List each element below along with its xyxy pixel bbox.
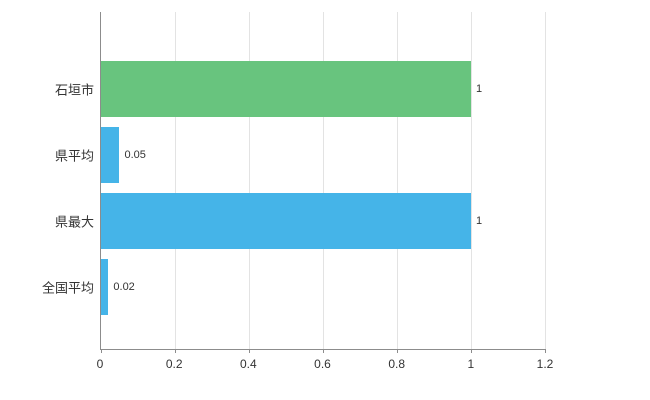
- x-axis-tick: [101, 349, 102, 353]
- bar-value-label: 1: [476, 83, 483, 95]
- x-axis-tick: [471, 349, 472, 353]
- x-axis-tick-label: 0.8: [388, 357, 405, 371]
- category-label: 県平均: [54, 148, 94, 164]
- x-axis-tick: [174, 349, 176, 353]
- x-axis-tick: [545, 349, 546, 353]
- gridline: [545, 12, 546, 349]
- category-label: 全国平均: [41, 280, 94, 296]
- bar[interactable]: [101, 193, 471, 249]
- gridline: [323, 12, 324, 349]
- bar-rows: 石垣市 1 県平均 0.05 県最大 1 全国平均 0.02: [42, 12, 545, 349]
- gridline: [174, 12, 176, 349]
- bar-value-label: 1: [476, 215, 483, 227]
- bar-row: 全国平均 0.02: [42, 254, 545, 320]
- category-label: 石垣市: [54, 82, 94, 98]
- gridline: [471, 12, 472, 349]
- x-axis-tick-label: 0: [96, 357, 104, 371]
- x-axis-tick-label: 0.2: [165, 357, 183, 371]
- gridline: [396, 12, 398, 349]
- bar[interactable]: [101, 61, 471, 117]
- x-axis-tick: [396, 349, 398, 353]
- category-label: 県最大: [54, 214, 94, 230]
- bar-value-label: 0.05: [124, 149, 146, 161]
- x-axis-tick-label: 0.6: [314, 357, 331, 371]
- bar-row: 県平均 0.05: [55, 122, 545, 188]
- bar[interactable]: [101, 259, 109, 315]
- bar-value-label: 0.02: [113, 281, 135, 293]
- x-axis-tick-label: 1.2: [536, 357, 554, 371]
- bar[interactable]: [101, 127, 120, 183]
- bar-row: 県最大 1: [55, 188, 545, 254]
- x-axis-tick-label: 0.4: [239, 357, 257, 371]
- x-axis-tick: [248, 349, 250, 353]
- x-axis-tick: [323, 349, 324, 353]
- plot-area: 石垣市 1 県平均 0.05 県最大 1 全国平均 0.02: [42, 12, 546, 353]
- bar-row: 石垣市 1: [55, 56, 545, 122]
- x-axis-tick-label: 1: [467, 357, 475, 371]
- gridline: [248, 12, 250, 349]
